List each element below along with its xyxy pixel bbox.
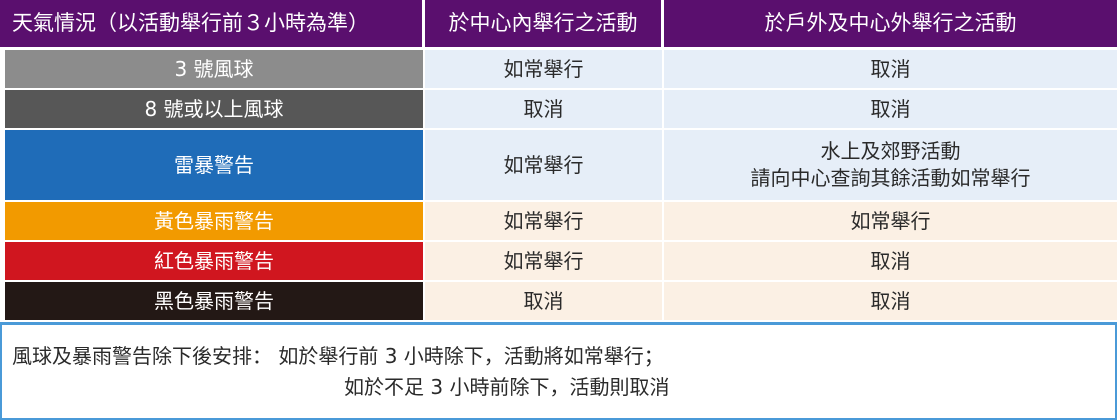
row-outdoor-red-rain: 取消 [664, 242, 1117, 282]
row-outdoor-thunderstorm: 水上及郊野活動 請向中心查詢其餘活動如常舉行 [664, 130, 1117, 202]
row-label-typhoon-3: 3 號風球 [0, 50, 425, 90]
footer-note-line1: 風球及暴雨警告除下後安排： 如於舉行前 3 小時除下，活動將如常舉行； [12, 343, 664, 368]
row-indoor-typhoon-8: 取消 [425, 90, 664, 130]
outdoor-line: 取消 [870, 248, 911, 273]
row-outdoor-black-rain: 取消 [664, 282, 1117, 322]
footer-note: 風球及暴雨警告除下後安排： 如於舉行前 3 小時除下，活動將如常舉行； 如於不足… [0, 322, 1117, 420]
header-indoor-activities: 於中心內舉行之活動 [425, 0, 664, 50]
row-outdoor-typhoon-8: 取消 [664, 90, 1117, 130]
outdoor-line: 請向中心查詢其餘活動如常舉行 [750, 166, 1031, 190]
row-label-typhoon-8: 8 號或以上風球 [0, 90, 425, 130]
row-indoor-thunderstorm: 如常舉行 [425, 130, 664, 202]
row-outdoor-amber-rain: 如常舉行 [664, 202, 1117, 242]
outdoor-line: 如常舉行 [850, 208, 931, 233]
row-indoor-amber-rain: 如常舉行 [425, 202, 664, 242]
outdoor-line: 取消 [870, 96, 911, 121]
row-label-black-rain: 黑色暴雨警告 [0, 282, 425, 322]
footer-note-line2: 如於不足 3 小時前除下，活動則取消 [344, 374, 670, 399]
row-indoor-red-rain: 如常舉行 [425, 242, 664, 282]
row-indoor-typhoon-3: 如常舉行 [425, 50, 664, 90]
outdoor-line: 取消 [870, 288, 911, 313]
row-label-thunderstorm: 雷暴警告 [0, 130, 425, 202]
outdoor-line: 取消 [870, 56, 911, 81]
outdoor-line: 水上及郊野活動 [820, 139, 961, 163]
header-outdoor-activities: 於戶外及中心外舉行之活動 [664, 0, 1117, 50]
row-indoor-black-rain: 取消 [425, 282, 664, 322]
row-outdoor-typhoon-3: 取消 [664, 50, 1117, 90]
row-label-red-rain: 紅色暴雨警告 [0, 242, 425, 282]
row-label-amber-rain: 黃色暴雨警告 [0, 202, 425, 242]
header-weather-condition: 天氣情況（以活動舉行前３小時為準） [0, 0, 425, 50]
